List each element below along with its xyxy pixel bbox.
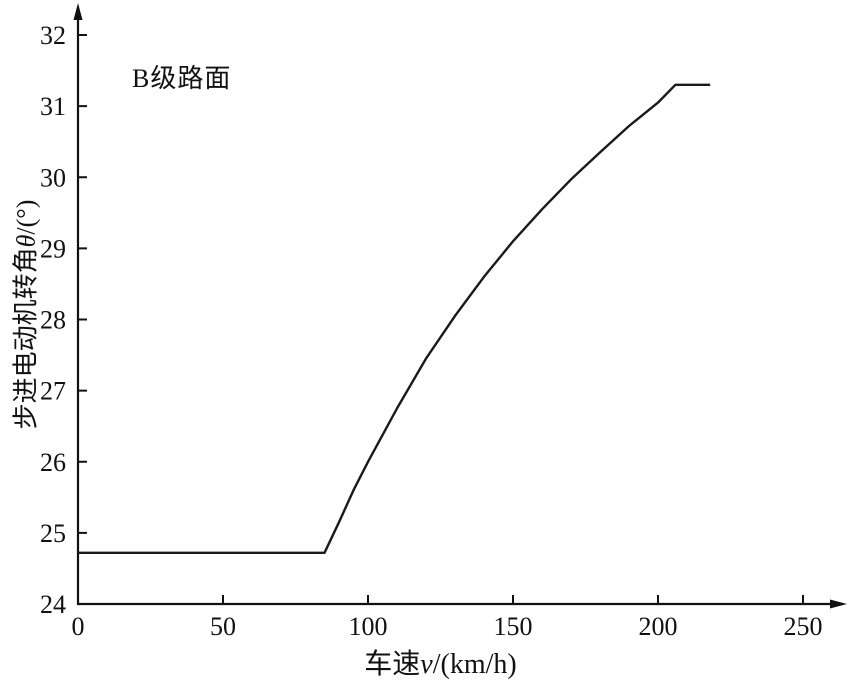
y-tick-label: 29 [40, 234, 66, 263]
y-tick-label: 32 [40, 21, 66, 50]
x-tick-label: 50 [210, 612, 236, 641]
x-axis-label-variable: v [420, 649, 433, 680]
x-tick-label: 200 [639, 612, 678, 641]
y-tick-label: 25 [40, 519, 66, 548]
y-axis-label-unit: /(°) [11, 199, 41, 235]
x-tick-label: 250 [784, 612, 823, 641]
y-tick-label: 28 [40, 306, 66, 335]
road-class-annotation: B级路面 [132, 64, 232, 93]
x-axis-label-text: 车速 [364, 649, 421, 680]
y-axis-label: 步进电动机转角θ/(°) [6, 105, 43, 525]
x-axis-label-unit: /(km/h) [432, 649, 517, 680]
y-tick-label: 30 [40, 163, 66, 192]
x-axis-arrow [830, 599, 847, 609]
y-tick-label: 26 [40, 448, 66, 477]
x-axis-label: 车速v/(km/h) [78, 642, 803, 682]
y-tick-label: 24 [40, 590, 66, 619]
x-tick-label: 0 [72, 612, 85, 641]
y-tick-label: 31 [40, 92, 66, 121]
y-tick-label: 27 [40, 377, 66, 406]
x-tick-label: 150 [494, 612, 533, 641]
y-axis-label-text: 步进电动机转角 [11, 247, 41, 430]
x-tick-label: 100 [349, 612, 388, 641]
y-axis-arrow [73, 3, 83, 20]
y-axis-label-variable: θ [11, 234, 41, 248]
series-line [78, 83, 711, 554]
